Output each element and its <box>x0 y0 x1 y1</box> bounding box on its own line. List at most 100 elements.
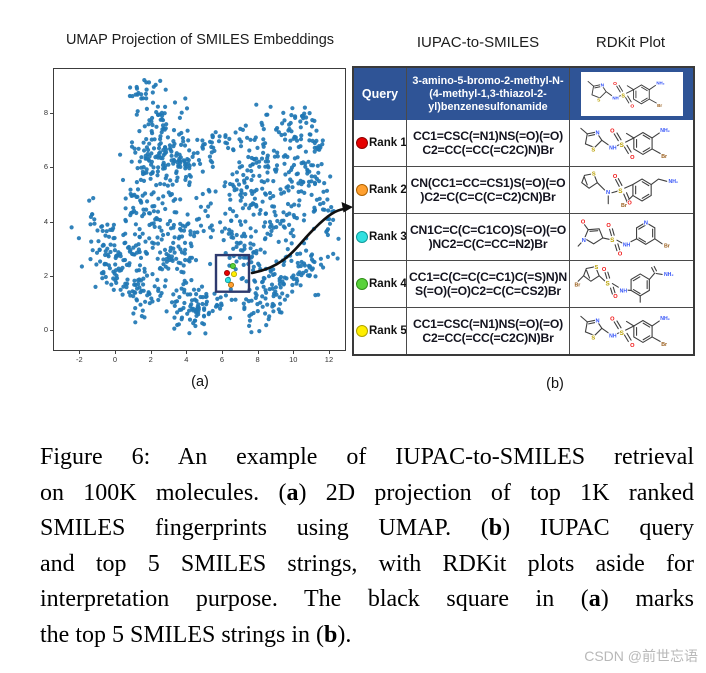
y-tick-label: 4 <box>43 216 48 226</box>
svg-text:O: O <box>612 174 617 180</box>
svg-text:S: S <box>594 265 598 271</box>
highlight-point-rank-4 <box>229 262 236 269</box>
x-tick-mark <box>221 351 223 354</box>
molecule-structure: N S NH S O O NH₂ Br <box>571 122 692 164</box>
y-tick-label: 6 <box>43 162 48 172</box>
smiles-text: CC1=CSC(=N1)NS(=O)(=O) <box>412 316 563 331</box>
rank-color-dot <box>356 325 368 337</box>
caption-line: and top 5 SMILES strings, with RDKit plo… <box>40 550 694 577</box>
smiles-text: )C2=C(C=C(C=C2)CN)Br <box>420 190 556 204</box>
svg-text:Br: Br <box>661 342 667 348</box>
rank-label-cell: Rank 5 <box>354 308 407 354</box>
umap-scatter-plot <box>53 68 346 351</box>
caption-line: the top 5 SMILES strings in (b). <box>40 621 352 648</box>
rank-label: Rank 5 <box>369 325 407 337</box>
svg-text:O: O <box>613 81 617 87</box>
query-rdkit-cell: N S NH S O O NH₂ Br <box>569 68 693 120</box>
column-head-iupac-to-smiles: IUPAC-to-SMILES <box>416 34 540 51</box>
rank-color-dot <box>356 278 368 290</box>
x-tick-label: 12 <box>324 355 334 364</box>
svg-text:N: N <box>643 221 647 227</box>
highlight-point-rank-1 <box>223 269 230 276</box>
highlight-square <box>214 253 251 293</box>
rdkit-plot-cell: N S NH S O O NH₂ Br <box>569 120 693 166</box>
svg-text:NH₂: NH₂ <box>656 81 664 86</box>
svg-text:S: S <box>619 330 623 337</box>
svg-text:S: S <box>621 94 625 100</box>
smiles-cell: CC1=C(C=C(C=C1)C(=S)N)N S(=O)(=O)C2=C(C=C… <box>406 261 569 307</box>
smiles-text: )NC2=C(C=CC=N2)Br <box>428 237 548 251</box>
svg-text:O: O <box>613 294 618 300</box>
rdkit-plot-cell: S N S O O NH₂ Br <box>569 167 693 213</box>
smiles-text: C2=CC(=CC(=C2C)N)Br <box>422 143 554 157</box>
csdn-watermark: CSDN @前世忘语 <box>584 648 698 664</box>
rdkit-plot-cell: N S NH S O O NH₂ Br <box>569 308 693 354</box>
x-tick-label: 0 <box>112 355 118 364</box>
x-tick-mark <box>115 351 116 354</box>
rank-color-dot <box>356 231 368 243</box>
rank-label-cell: Rank 2 <box>354 167 407 213</box>
svg-text:NH₂: NH₂ <box>668 179 678 185</box>
svg-text:O: O <box>601 267 606 273</box>
molecule-structure: S N S O O NH₂ Br <box>571 169 692 211</box>
svg-text:NH₂: NH₂ <box>663 272 673 278</box>
svg-text:S: S <box>618 188 622 195</box>
smiles-cell: CN1C=C(C=C1CO)S(=O)(=O)NC2=C(C=CC=N2)Br <box>406 214 569 260</box>
x-tick-label: -2 <box>75 355 83 364</box>
svg-text:N: N <box>605 190 609 196</box>
highlight-point-rank-5 <box>230 271 237 278</box>
smiles-text: CC1=CSC(=N1)NS(=O)(=O) <box>412 128 563 143</box>
svg-text:NH: NH <box>622 243 630 249</box>
y-tick-mark <box>50 167 53 169</box>
x-tick-mark <box>328 351 330 354</box>
smiles-cell: CN(CC1=CC=CS1)S(=O)(=O)C2=C(C=C(C=C2)CN)… <box>406 167 569 213</box>
highlight-point-rank-2 <box>227 281 234 288</box>
rank-label: Rank 1 <box>369 137 407 149</box>
caption-line: Figure 6: An example of IUPAC-to-SMILES … <box>40 444 694 470</box>
svg-text:NH₂: NH₂ <box>660 128 670 134</box>
y-tick-mark <box>50 113 53 115</box>
svg-text:S: S <box>610 237 614 244</box>
svg-text:NH: NH <box>619 289 627 295</box>
molecule-structure: S Br S O O NH NH₂ <box>571 263 692 305</box>
svg-text:Br: Br <box>657 103 662 108</box>
figure-caption: Figure 6: An example of IUPAC-to-SMILES … <box>40 440 694 653</box>
x-tick-label: 6 <box>219 355 225 364</box>
x-tick-label: 2 <box>148 355 153 364</box>
svg-text:S: S <box>597 97 601 103</box>
rank-row-4: Rank 4 CC1=C(C=C(C=C1)C(=S)N)N S(=O)(=O)C2… <box>354 260 693 307</box>
smiles-text: CC1=C(C=C(C=C1)C(=S)N)N <box>409 269 567 284</box>
panel-a-label: (a) <box>191 374 209 390</box>
rank-label-cell: Rank 3 <box>354 214 407 260</box>
retrieval-table: Query 3-amino-5-bromo-2-methyl-N- (4-met… <box>352 66 695 356</box>
svg-text:O: O <box>610 317 615 323</box>
svg-text:NH₂: NH₂ <box>660 316 670 322</box>
svg-text:S: S <box>619 142 623 149</box>
caption-line: on 100K molecules. (a) 2D projection of … <box>40 479 694 506</box>
rank-color-dot <box>356 137 368 149</box>
svg-text:N: N <box>581 238 585 244</box>
y-tick-mark <box>50 275 53 277</box>
svg-text:O: O <box>630 155 635 161</box>
x-tick-mark <box>79 351 81 354</box>
caption-line: interpretation purpose. The black square… <box>40 586 694 612</box>
caption-line: SMILES fingerprints using UMAP. (b) IUPA… <box>40 515 694 541</box>
rank-label: Rank 2 <box>369 184 407 196</box>
svg-text:S: S <box>591 336 595 342</box>
svg-text:N: N <box>600 83 604 89</box>
x-tick-label: 4 <box>184 355 189 364</box>
rank-label: Rank 3 <box>369 231 407 243</box>
scatter-points-layer <box>69 78 341 336</box>
svg-text:O: O <box>630 104 634 110</box>
smiles-text: CN1C=C(C=C1CO)S(=O)(=O <box>409 222 567 237</box>
rank-row-3: Rank 3 CN1C=C(C=C1CO)S(=O)(=O)NC2=C(C=CC=… <box>354 213 693 260</box>
scatter-canvas <box>69 78 341 336</box>
column-head-rdkit-plot: RDKit Plot <box>595 34 666 51</box>
svg-text:Br: Br <box>663 244 669 250</box>
svg-text:S: S <box>591 171 595 177</box>
y-tick-label: 2 <box>43 270 48 280</box>
svg-text:NH: NH <box>609 145 617 151</box>
svg-text:O: O <box>617 251 622 257</box>
x-tick-label: 10 <box>289 355 298 364</box>
smiles-text: C2=CC(=CC(=C2C)N)Br <box>422 331 554 345</box>
